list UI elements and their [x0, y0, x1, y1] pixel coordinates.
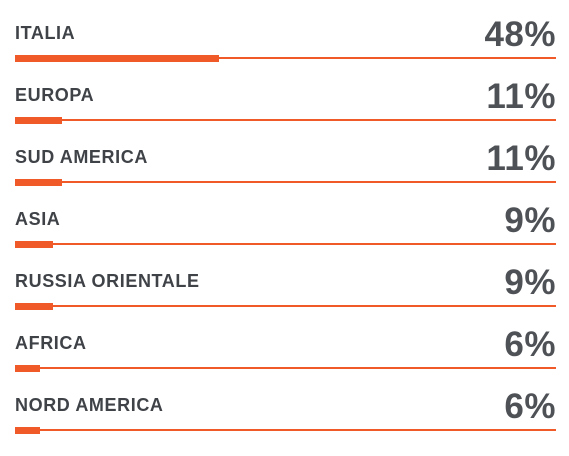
bar-fill — [15, 427, 40, 434]
category-label: EUROPA — [15, 85, 95, 105]
value-label: 48% — [484, 15, 556, 54]
bar-track — [15, 305, 556, 307]
chart-row: ITALIA 48% — [15, 0, 556, 62]
chart-row: RUSSIA ORIENTALE 9% — [15, 245, 556, 310]
chart-row: AFRICA 6% — [15, 307, 556, 372]
category-label: RUSSIA ORIENTALE — [15, 271, 200, 291]
chart-row: EUROPA 11% — [15, 59, 556, 124]
category-label: AFRICA — [15, 333, 87, 353]
category-label: ASIA — [15, 209, 61, 229]
category-label: ITALIA — [15, 23, 76, 43]
bar-fill — [15, 365, 40, 372]
value-label: 11% — [486, 139, 556, 178]
category-label: SUD AMERICA — [15, 147, 148, 167]
value-label: 6% — [504, 325, 556, 364]
bar-track — [15, 57, 556, 59]
bar-fill — [15, 303, 53, 310]
bar-track — [15, 367, 556, 369]
category-label: NORD AMERICA — [15, 395, 164, 415]
chart-row: ASIA 9% — [15, 183, 556, 248]
value-label: 6% — [504, 387, 556, 426]
bar-track — [15, 243, 556, 245]
chart-row: NORD AMERICA 6% — [15, 369, 556, 434]
bar-fill — [15, 179, 62, 186]
bar-fill — [15, 55, 219, 62]
chart-row: SUD AMERICA 11% — [15, 121, 556, 186]
bar-fill — [15, 117, 62, 124]
value-label: 11% — [486, 77, 556, 116]
bar-track — [15, 429, 556, 431]
bar-track — [15, 119, 556, 121]
bar-track — [15, 181, 556, 183]
bar-fill — [15, 241, 53, 248]
value-label: 9% — [504, 201, 556, 240]
value-label: 9% — [504, 263, 556, 302]
